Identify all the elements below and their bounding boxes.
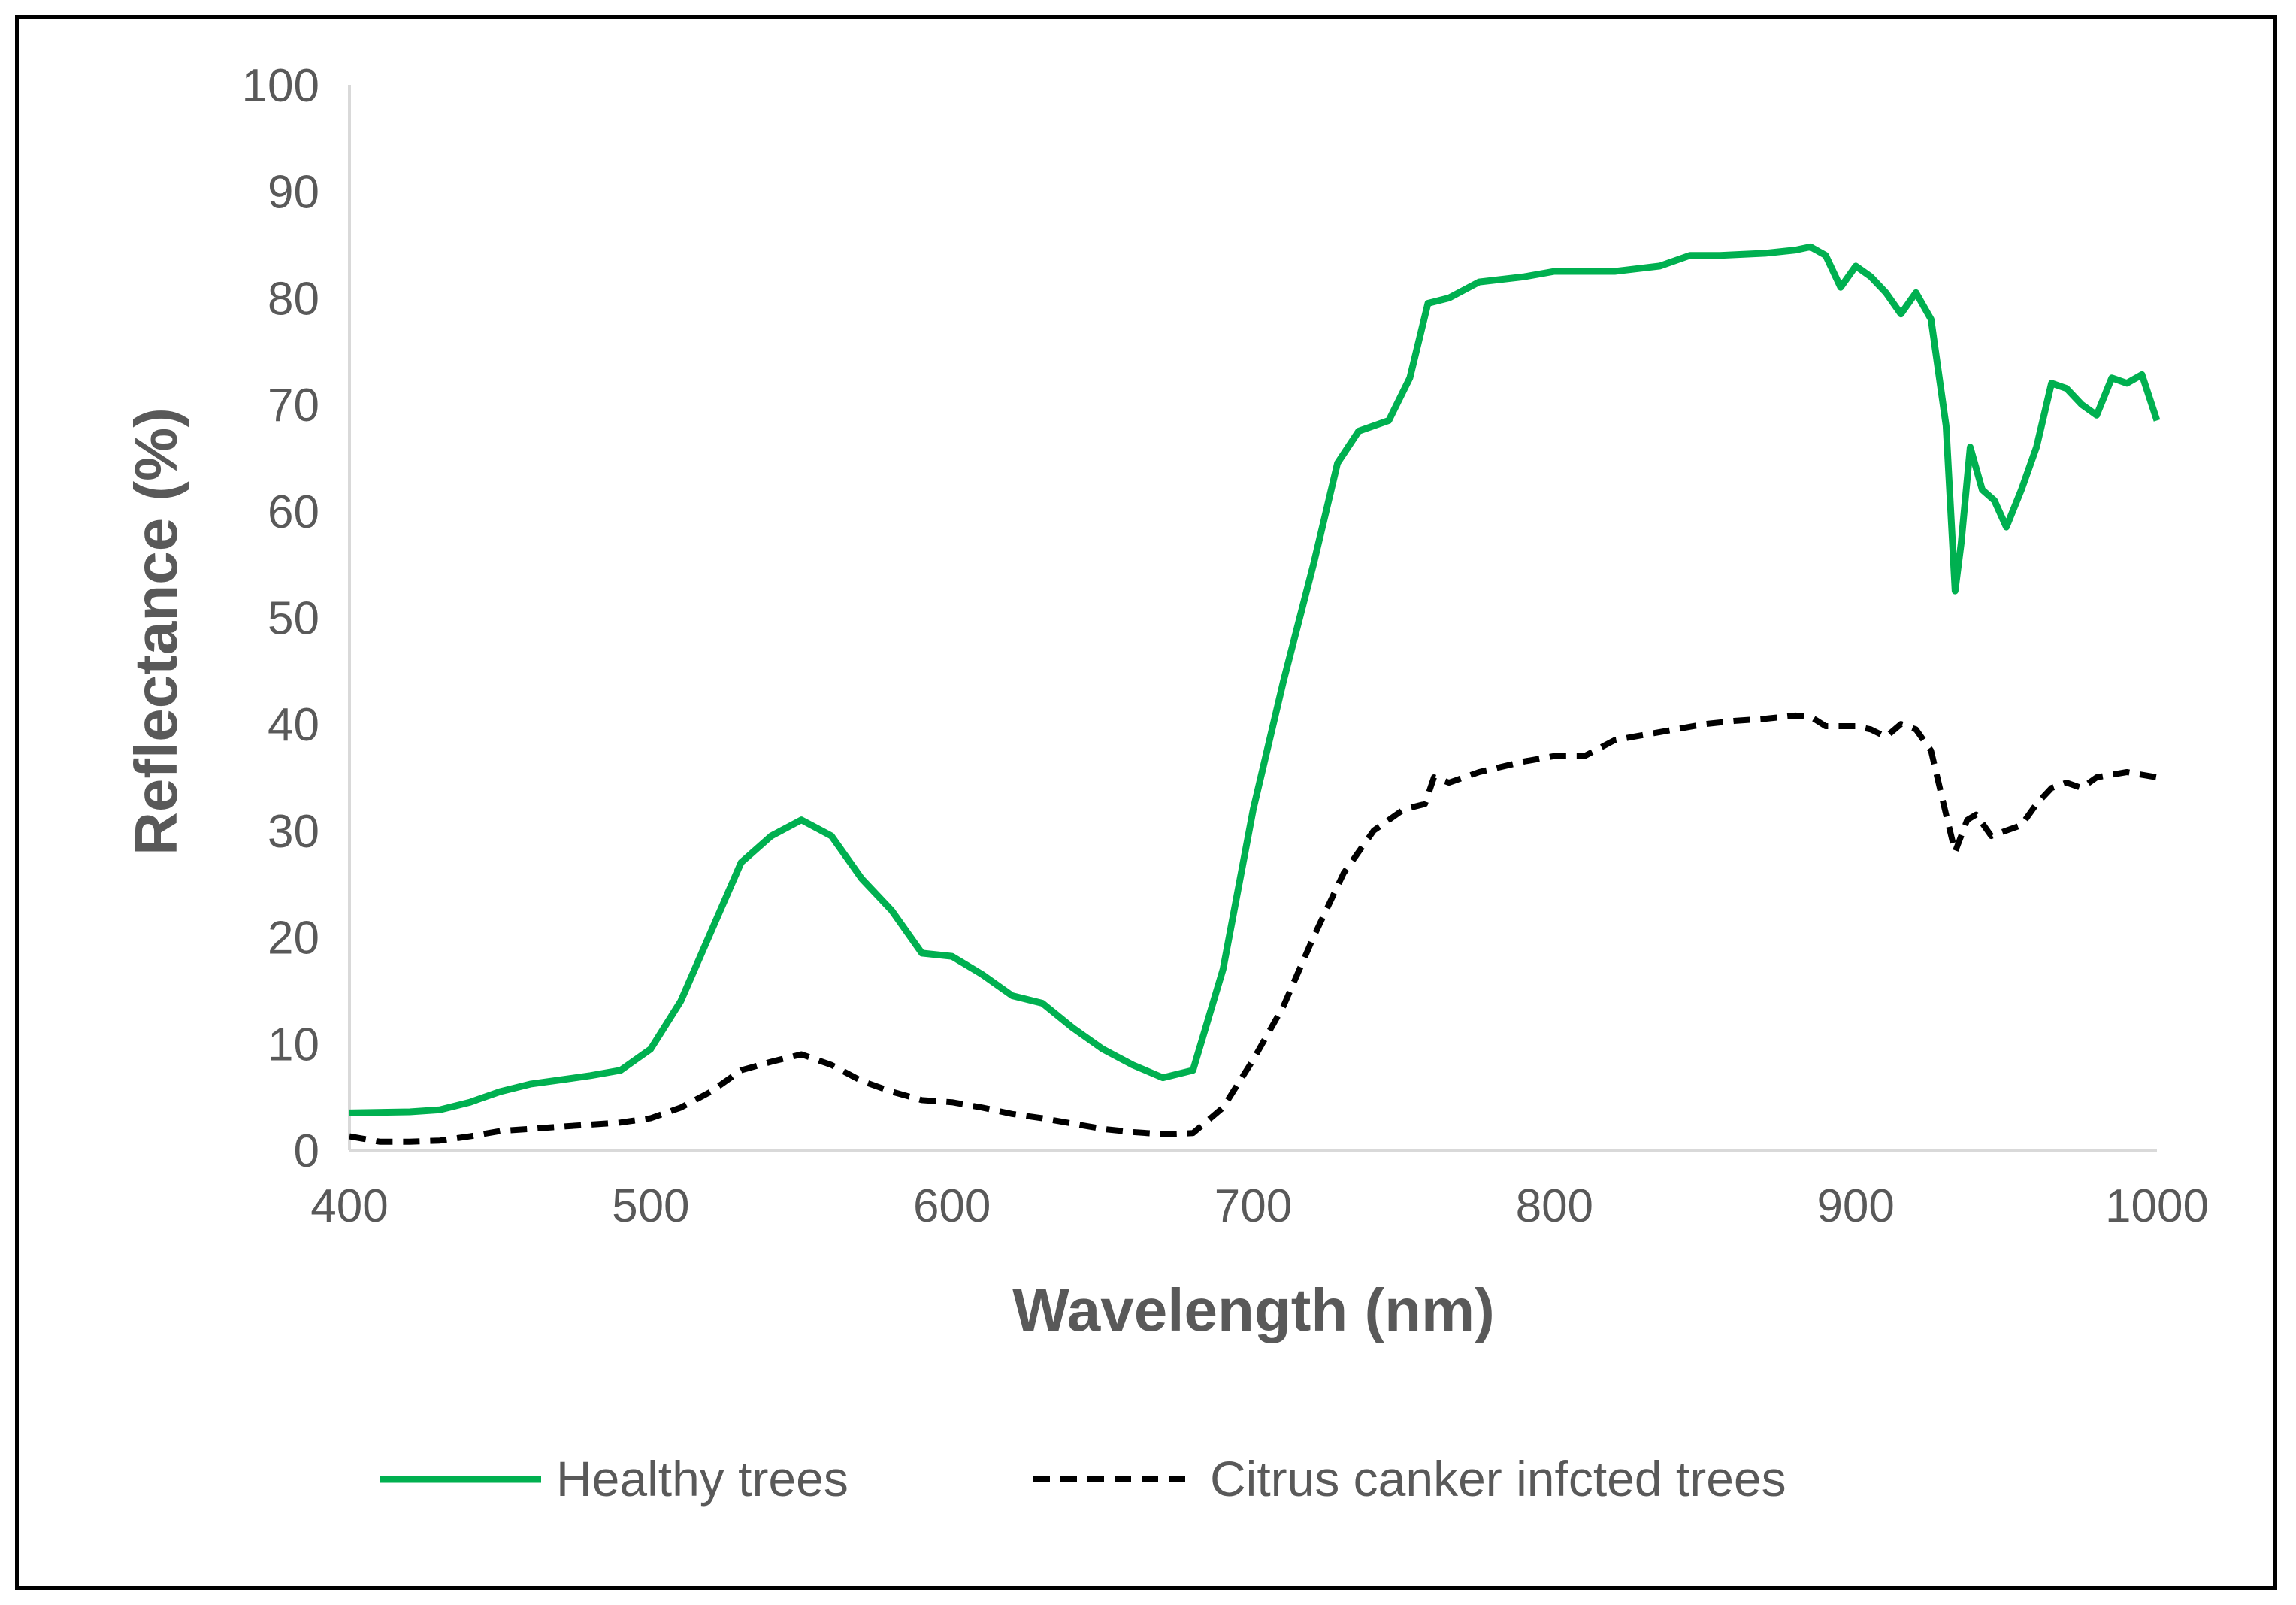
x-tick-label: 400 [310, 1180, 388, 1232]
x-tick-label: 900 [1817, 1180, 1894, 1232]
y-tick-label: 80 [268, 273, 319, 325]
y-tick-label: 30 [268, 806, 319, 858]
y-axis-title: Reflectance (%) [123, 407, 189, 855]
x-axis-title: Wavelength (nm) [1012, 1276, 1494, 1343]
y-tick-label: 0 [294, 1125, 319, 1177]
y-tick-label: 50 [268, 593, 319, 645]
x-tick-label: 1000 [2105, 1180, 2209, 1232]
y-tick-label: 60 [268, 486, 319, 538]
legend-item: Healthy trees [380, 1451, 849, 1507]
y-tick-label: 70 [268, 380, 319, 432]
legend-label: Healthy trees [556, 1451, 849, 1507]
y-tick-label: 10 [268, 1019, 319, 1071]
legend: Healthy trees Citrus canker infcted trees [380, 1451, 1786, 1507]
legend-label: Citrus canker infcted trees [1210, 1451, 1786, 1507]
y-tick-label: 90 [268, 167, 319, 219]
series-line-citrus-canker-infected-trees [349, 712, 2158, 1145]
series-line-healthy-trees [349, 243, 2161, 1116]
y-tick-label: 20 [268, 913, 319, 965]
y-tick-label: 100 [242, 60, 319, 112]
legend-item: Citrus canker infcted trees [1033, 1451, 1786, 1507]
reflectance-chart: 0 10 20 30 40 50 60 70 80 90 100 400 500 600 700 800 900… [123, 60, 2209, 1507]
x-tick-label: 700 [1215, 1180, 1292, 1232]
chart-frame: 0 10 20 30 40 50 60 70 80 90 100 400 500 600 700 800 900… [15, 15, 2277, 1590]
x-tick-label: 600 [913, 1180, 991, 1232]
y-tick-label: 40 [268, 699, 319, 751]
x-tick-label: 800 [1516, 1180, 1593, 1232]
x-tick-label: 500 [612, 1180, 689, 1232]
